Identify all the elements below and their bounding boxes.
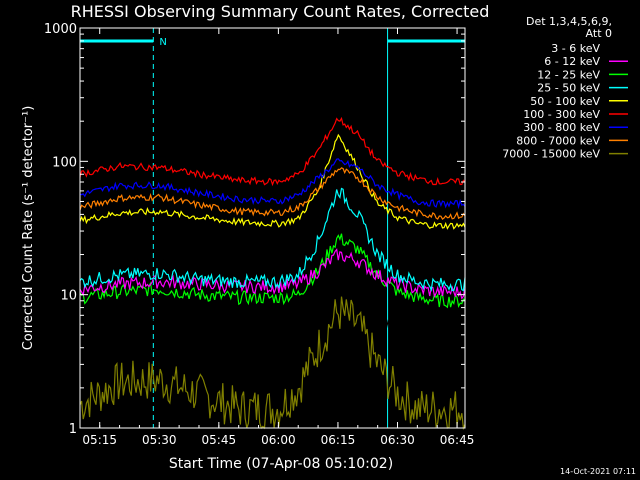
legend-label-6: 300 - 800 keV [523, 121, 600, 134]
x-tick-label-2: 05:45 [202, 433, 237, 447]
x-axis-label: Start Time (07-Apr-08 05:10:02) [169, 456, 393, 472]
y-tick-label-3: 1000 [44, 22, 77, 37]
axes [79, 27, 466, 429]
y-tick-label-2: 100 [52, 155, 77, 170]
legend-header-line-2: Att 0 [586, 27, 612, 40]
chart-title: RHESSI Observing Summary Count Rates, Co… [71, 2, 490, 21]
legend-label-5: 100 - 300 keV [523, 108, 600, 121]
y-axis-label: Corrected Count Rate (s⁻¹ detector⁻¹) [21, 106, 36, 351]
legend-label-8: 7000 - 15000 keV [502, 148, 600, 161]
x-tick-label-1: 05:30 [142, 433, 177, 447]
y-axis-ticks: 1 10 100 1000 [44, 22, 465, 437]
series-line-1 [79, 248, 466, 300]
legend-label-7: 800 - 7000 keV [516, 134, 600, 147]
series-line-0 [79, 267, 466, 359]
legend-header-line-1: Det 1,3,4,5,6,9, [526, 15, 612, 28]
x-tick-label-5: 06:30 [380, 433, 415, 447]
series-line-3 [79, 187, 466, 292]
y-tick-label-1: 10 [60, 289, 77, 304]
series-lines [79, 116, 466, 431]
night-marker-label: N [159, 37, 166, 48]
legend-label-4: 50 - 100 keV [530, 95, 600, 108]
series-line-8 [79, 296, 466, 431]
series-line-5 [79, 116, 466, 187]
x-tick-label-4: 06:15 [321, 433, 356, 447]
series-line-4 [79, 133, 466, 230]
x-tick-label-6: 06:45 [440, 433, 475, 447]
legend-label-0: 3 - 6 keV [551, 42, 600, 55]
x-tick-label-3: 06:00 [261, 433, 296, 447]
plot-frame [79, 27, 466, 429]
legend-label-2: 12 - 25 keV [537, 68, 600, 81]
series-line-7 [79, 167, 466, 220]
y-tick-label-0: 1 [69, 422, 77, 437]
series-line-6 [79, 158, 466, 210]
legend-label-3: 25 - 50 keV [537, 82, 600, 95]
x-tick-label-0: 05:15 [82, 433, 117, 447]
series-line-2 [79, 233, 466, 309]
timestamp: 14-Oct-2021 07:11 [560, 467, 636, 476]
x-axis-ticks: 05:15 05:30 05:45 06:00 06:15 06:30 06:45 [82, 28, 474, 447]
legend-label-1: 6 - 12 keV [544, 55, 600, 68]
